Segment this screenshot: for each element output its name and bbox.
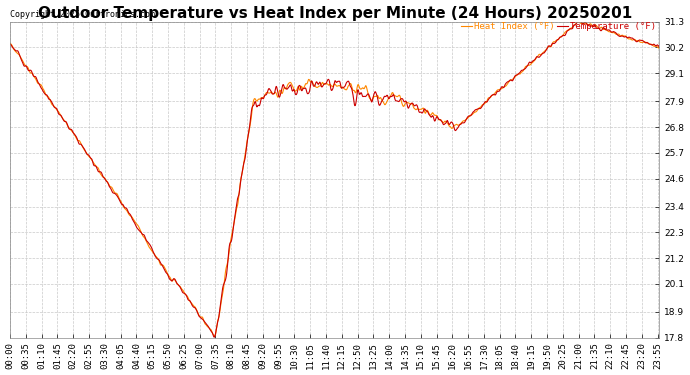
Temperature (°F) xyxy=(579,21,587,26)
Heat Index (°F) xyxy=(521,64,529,69)
Line: Temperature (°F): Temperature (°F) xyxy=(10,21,660,337)
Text: Copyright 2025 Curtronics.com: Copyright 2025 Curtronics.com xyxy=(10,9,155,18)
Temperature (°F) xyxy=(521,66,529,71)
Temperature (°F) xyxy=(135,228,143,232)
Temperature (°F) xyxy=(656,45,664,50)
Heat Index (°F) xyxy=(575,19,583,23)
Temperature (°F) xyxy=(6,42,14,46)
Temperature (°F) xyxy=(224,262,232,267)
Line: Heat Index (°F): Heat Index (°F) xyxy=(10,21,660,336)
Temperature (°F) xyxy=(437,118,445,122)
Temperature (°F) xyxy=(210,335,218,339)
Title: Outdoor Temperature vs Heat Index per Minute (24 Hours) 20250201: Outdoor Temperature vs Heat Index per Mi… xyxy=(38,6,632,21)
Temperature (°F) xyxy=(576,19,584,24)
Heat Index (°F) xyxy=(579,21,587,25)
Heat Index (°F) xyxy=(224,260,232,265)
Heat Index (°F) xyxy=(656,46,664,51)
Heat Index (°F) xyxy=(150,252,159,257)
Legend: Heat Index (°F), Temperature (°F): Heat Index (°F), Temperature (°F) xyxy=(457,18,660,35)
Heat Index (°F) xyxy=(6,41,14,46)
Heat Index (°F) xyxy=(437,117,445,122)
Heat Index (°F) xyxy=(135,224,143,229)
Temperature (°F) xyxy=(150,252,159,257)
Heat Index (°F) xyxy=(210,334,219,338)
